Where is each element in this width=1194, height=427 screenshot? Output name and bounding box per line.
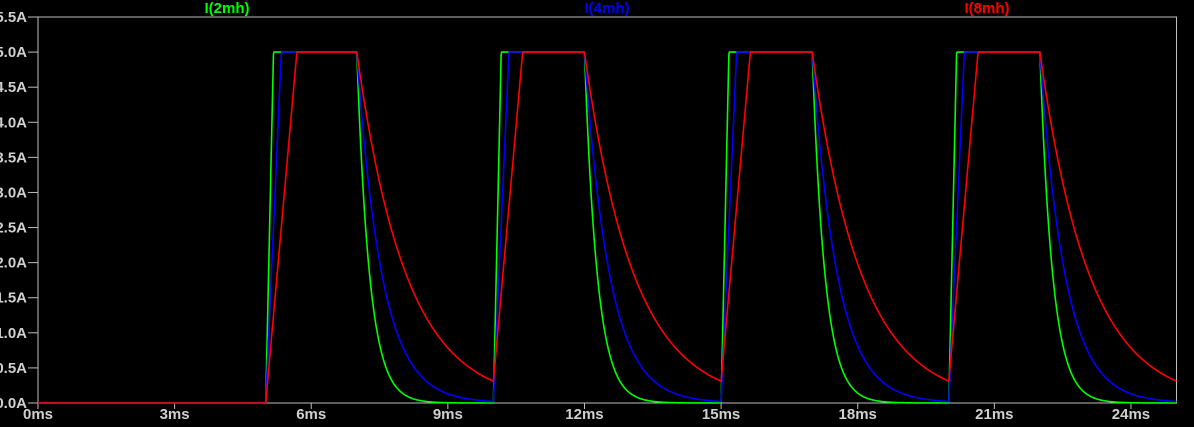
x-tick-label: 6ms [296,406,326,423]
trace-I(4mh) [37,51,1177,404]
y-tick-label: 0.0A [0,395,27,412]
legend-item-I4mh[interactable]: I(4mh) [584,0,630,17]
y-tick-label: 2.5A [0,220,27,237]
legend-item-I2mh[interactable]: I(2mh) [204,0,250,17]
y-tick-label: 4.0A [0,114,27,131]
y-tick-label: 3.0A [0,184,27,201]
x-tick-label: 12ms [565,406,603,423]
legend: I(2mh) I(4mh) I(8mh) [0,0,1194,17]
y-tick-label: 0.5A [0,360,27,377]
x-tick-label: 21ms [975,406,1013,423]
plot-border [37,16,1177,404]
x-tick-label: 15ms [702,406,740,423]
y-tick-label: 5.5A [0,9,27,26]
x-tick-label: 9ms [433,406,463,423]
x-tick-label: 18ms [839,406,877,423]
x-tick-label: 24ms [1112,406,1150,423]
y-tick-label: 1.0A [0,325,27,342]
y-tick-label: 3.5A [0,149,27,166]
y-tick-label: 4.5A [0,79,27,96]
x-tick-label: 3ms [160,406,190,423]
x-tick-label: 0ms [23,406,53,423]
legend-item-I8mh[interactable]: I(8mh) [964,0,1010,17]
y-tick-label: 5.0A [0,44,27,61]
y-tick-label: 1.5A [0,290,27,307]
trace-I(2mh) [37,51,1177,404]
y-tick-label: 2.0A [0,255,27,272]
trace-I(8mh) [37,51,1177,404]
